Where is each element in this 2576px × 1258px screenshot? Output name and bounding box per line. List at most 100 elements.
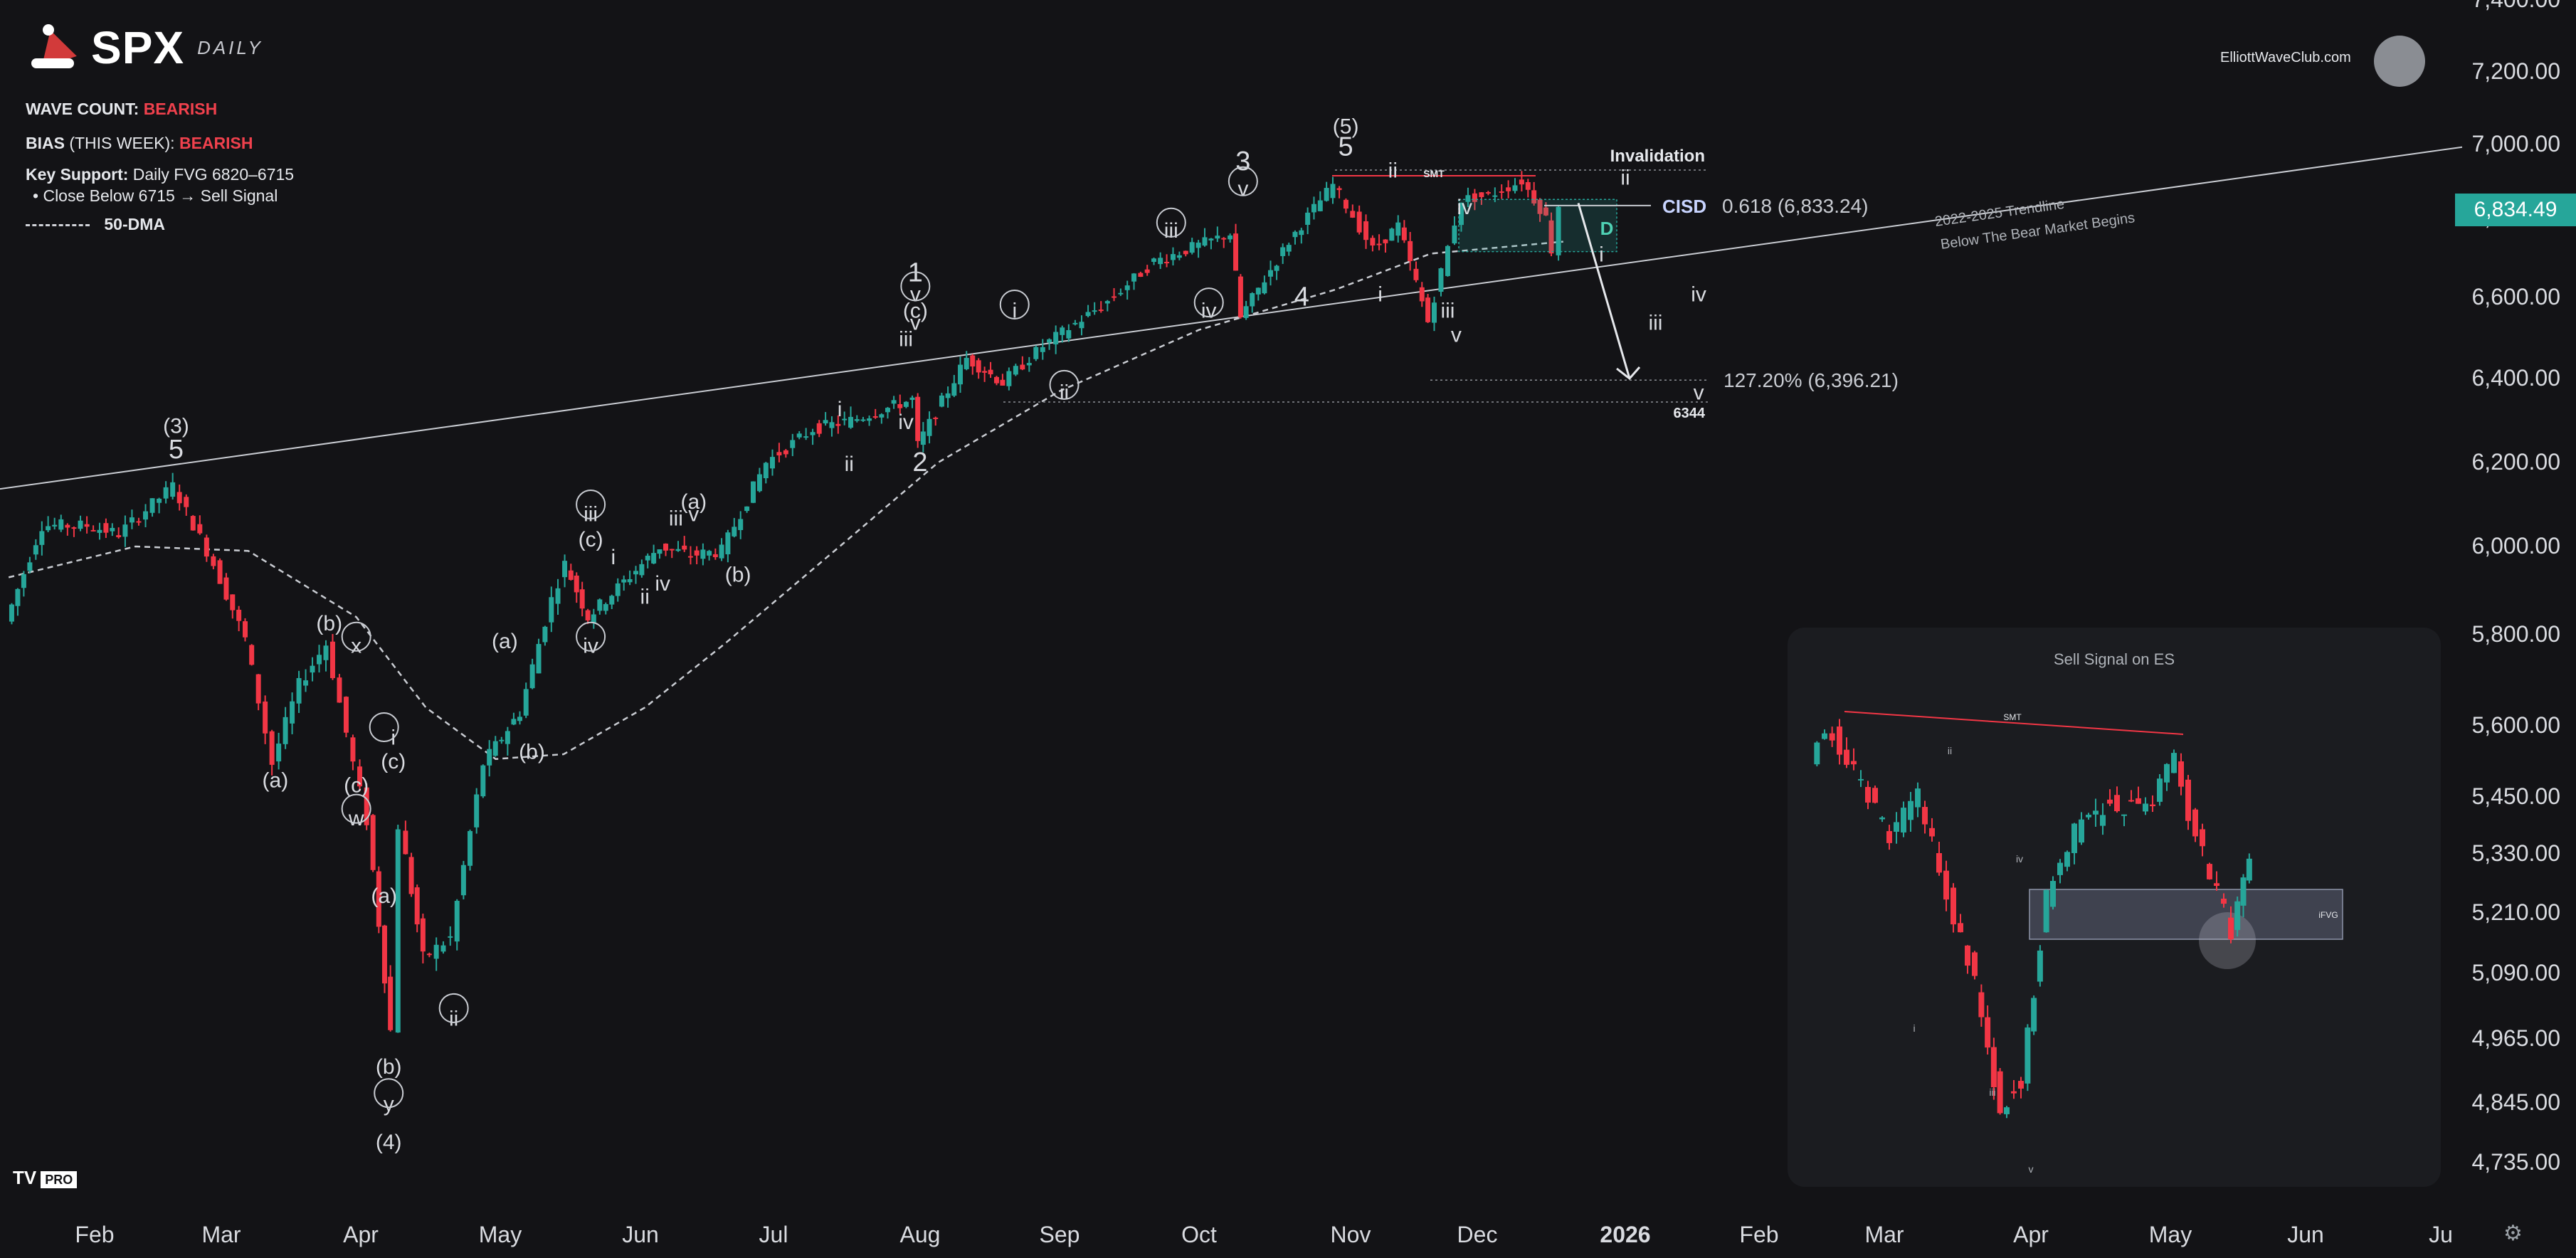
candle-body [915,396,921,441]
wave-label: (c) [381,750,406,773]
tradingview-logo[interactable]: TV PRO [13,1167,78,1189]
inset-smt-label: SMT [2003,712,2022,722]
bias-line: BIAS (THIS WEEK): BEARISH [26,134,253,153]
inset-candle-body [2128,800,2134,802]
candle-body [1286,245,1292,252]
x-tick-label: Dec [1457,1222,1498,1247]
inset-candle-body [2228,917,2234,940]
sell-signal-bullet: • Close Below 6715 → Sell Signal [33,186,278,206]
inset-candle-body [1943,870,1949,900]
dashed-line-icon [26,224,90,227]
wave-label: v [1694,381,1704,405]
candle-body [1370,238,1376,246]
candle-body [103,523,109,533]
candle-body [381,925,387,984]
candle-body [651,553,657,564]
candle-body [1556,206,1561,255]
inset-candle-body [2064,852,2070,867]
inset-candle-body [1985,1017,1991,1048]
inset-ifvg-zone [2029,889,2343,940]
candle-body [1519,179,1524,185]
elliott-wave-club-logo-icon[interactable] [2374,36,2425,87]
candle-body [492,741,498,756]
candle-body [927,418,932,436]
candle-body [585,610,591,620]
candle-body [1299,230,1304,236]
wave-label: 4 [1294,282,1309,312]
brand: SPX DAILY [28,21,263,74]
y-tick-label: 5,450.00 [2471,783,2560,809]
candle-body [1233,233,1239,271]
candle-body [1170,254,1176,260]
candle-body [517,717,522,722]
inset-title: Sell Signal on ES [2054,650,2175,668]
wave-label: i [838,398,843,421]
candle-body [744,506,750,512]
candle-body [487,749,492,766]
candle-body [829,422,835,428]
wave-label: ii [1060,381,1069,405]
candle-body [1492,195,1498,197]
candle-body [1026,363,1032,366]
candle-body [823,420,828,424]
wave-label: (a) [492,630,518,653]
wave-label: iv [1691,283,1706,307]
x-tick-label: Jun [2287,1222,2324,1247]
candle-body [964,357,969,369]
candle-body [816,423,822,434]
wave-label: iii [584,503,598,527]
bullet-icon: • [33,186,39,205]
candle-body [1085,312,1091,317]
inset-candle-body [2079,819,2084,843]
candle-body [860,419,866,421]
candle-body [408,857,414,894]
inset-candle-body [1872,788,1878,803]
candle-body [663,544,669,551]
candle-body [343,697,349,733]
candle-body [1243,306,1249,318]
candle-body [357,766,363,787]
candle-body [190,516,196,531]
candle-body [376,871,381,927]
candle-body [682,545,687,550]
y-tick-label: 7,200.00 [2471,58,2560,84]
candle-body [591,614,596,623]
wave-circle [576,490,606,520]
candle-body [803,436,809,438]
candle-body [529,664,535,689]
candle-body [110,527,115,532]
candle-body [1472,193,1477,202]
candle-body [1176,255,1182,258]
site-credit[interactable]: ElliottWaveClub.com [2220,50,2351,65]
santa-hat-icon [28,23,78,73]
candle-body [176,492,182,504]
wave-label: (c) [903,300,928,323]
x-tick-label: Jun [622,1222,659,1247]
inset-candle-body [2050,881,2056,907]
fvg-label: D [1600,218,1614,239]
wave-circle [341,793,371,824]
candle-body [1066,329,1072,339]
gear-icon[interactable]: ⚙ [2503,1222,2523,1245]
candle-body [549,597,554,623]
wave-label: (b) [725,564,751,587]
candle-body [317,655,322,665]
inset-candle-body [2121,814,2127,816]
x-tick-label: Nov [1331,1222,1371,1247]
inset-candle-body [2185,779,2191,821]
candle-body [290,701,295,724]
candle-body [970,355,976,367]
candle-body [1548,220,1554,254]
candle-body [163,487,169,499]
candle-body [184,497,189,507]
x-tick-label: May [479,1222,522,1247]
candle-body [756,474,762,492]
wave-label: x [351,635,361,658]
candle-body [909,397,915,401]
candle-body [71,527,77,529]
candle-body [1525,181,1531,190]
candle-body [1479,192,1484,197]
invalidation-label: Invalidation [1610,147,1705,166]
candle-body [143,511,149,520]
